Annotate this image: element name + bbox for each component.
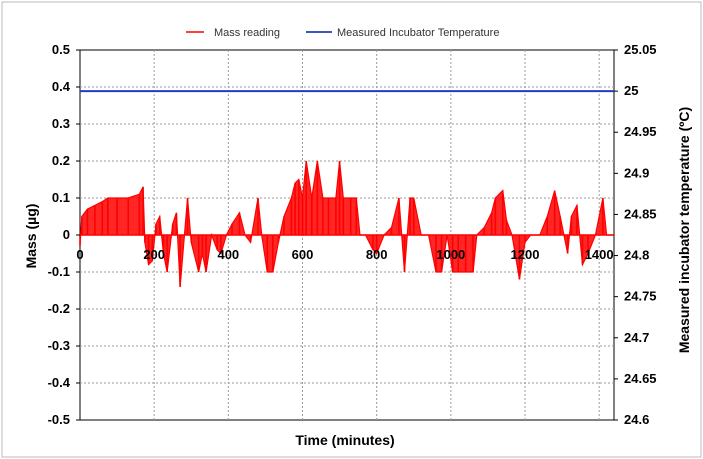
right-tick-label: 25.05 (624, 42, 657, 57)
left-tick-label: -0.3 (48, 338, 70, 353)
left-tick-label: 0.5 (52, 42, 70, 57)
left-axis-title: Mass (µg) (23, 204, 39, 269)
right-tick-label: 24.85 (624, 206, 657, 221)
left-tick-label: -0.2 (48, 301, 70, 316)
left-tick-label: -0.4 (48, 375, 71, 390)
legend-mass-label: Mass reading (214, 27, 280, 39)
left-tick-label: 0.3 (52, 116, 70, 131)
legend: Mass reading Measured Incubator Temperat… (186, 27, 499, 39)
left-tick-label: 0.2 (52, 153, 70, 168)
x-tick-label: 600 (292, 247, 314, 262)
legend-temperature-label: Measured Incubator Temperature (337, 27, 499, 39)
right-tick-label: 25 (624, 83, 638, 98)
right-tick-label: 24.6 (624, 412, 649, 427)
x-tick-label: 200 (143, 247, 165, 262)
right-tick-label: 24.65 (624, 371, 657, 386)
x-tick-label: 400 (217, 247, 239, 262)
x-tick-label: 1200 (511, 247, 540, 262)
left-tick-label: 0 (63, 227, 70, 242)
right-tick-label: 24.75 (624, 289, 657, 304)
right-tick-label: 24.7 (624, 330, 649, 345)
right-tick-label: 24.8 (624, 248, 649, 263)
right-tick-label: 24.95 (624, 124, 657, 139)
left-tick-label: -0.5 (48, 412, 70, 427)
x-tick-label: 800 (366, 247, 388, 262)
x-tick-label: 1000 (436, 247, 465, 262)
left-tick-label: 0.1 (52, 190, 70, 205)
right-tick-label: 24.9 (624, 165, 649, 180)
x-axis-title: Time (minutes) (295, 432, 394, 448)
left-tick-label: 0.4 (52, 79, 71, 94)
left-tick-label: -0.1 (48, 264, 70, 279)
x-tick-label: 0 (76, 247, 83, 262)
x-tick-label: 1400 (585, 247, 614, 262)
right-axis-title: Measured incubator temperature (ºC) (676, 107, 692, 353)
